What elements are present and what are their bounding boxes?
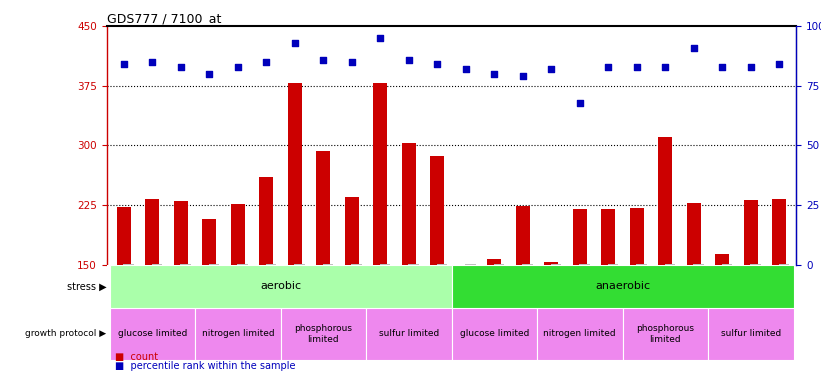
Bar [195,308,281,360]
Bar [487,259,502,265]
Point [146,59,159,65]
Text: glucose limited: glucose limited [460,330,529,339]
Point [516,74,530,80]
Text: GSM29912: GSM29912 [124,265,133,306]
Bar [658,138,672,265]
Text: GSM29934: GSM29934 [466,265,475,306]
Text: GSM29926: GSM29926 [323,265,333,306]
Bar [744,200,758,265]
Text: GSM29920: GSM29920 [209,265,218,306]
Bar [145,200,159,265]
Text: ■  count: ■ count [115,352,158,362]
Point [744,64,757,70]
Text: stress ▶: stress ▶ [67,281,106,291]
Text: anaerobic: anaerobic [595,281,650,291]
Text: growth protocol ▶: growth protocol ▶ [25,330,106,339]
Text: GDS777 / 7100_at: GDS777 / 7100_at [107,12,221,25]
Bar [287,84,302,265]
Text: GSM29921: GSM29921 [238,265,247,306]
Text: GSM29929: GSM29929 [380,265,389,306]
Bar [537,308,622,360]
Text: glucose limited: glucose limited [117,330,187,339]
Text: sulfur limited: sulfur limited [721,330,781,339]
Point [631,64,644,70]
Bar [686,202,701,265]
Bar [544,262,558,265]
Bar [316,151,330,265]
Point [203,71,216,77]
Point [288,40,301,46]
Bar [516,206,530,265]
Point [402,57,415,63]
Text: GSM29936: GSM29936 [494,265,503,306]
Text: GSM29948: GSM29948 [722,265,732,306]
Bar [708,308,794,360]
Text: GSM29949: GSM29949 [750,265,759,306]
Point [232,64,245,70]
Text: GSM29942: GSM29942 [608,265,617,306]
Point [602,64,615,70]
Point [459,66,472,72]
Text: sulfur limited: sulfur limited [378,330,439,339]
Text: GSM29937: GSM29937 [523,265,532,306]
Bar [630,208,644,265]
Point [687,45,700,51]
Point [488,71,501,77]
Text: GSM29943: GSM29943 [637,265,646,306]
Point [658,64,672,70]
Text: GSM29945: GSM29945 [665,265,674,306]
Text: GSM29940: GSM29940 [580,265,589,306]
Point [117,62,131,68]
Bar [345,197,359,265]
Bar [452,265,794,308]
Text: GSM29932: GSM29932 [438,265,447,306]
Text: nitrogen limited: nitrogen limited [201,330,274,339]
Text: nitrogen limited: nitrogen limited [544,330,616,339]
Text: GSM29939: GSM29939 [551,265,560,306]
Point [431,62,444,68]
Point [346,59,359,65]
Text: phosphorous
limited: phosphorous limited [636,324,695,344]
Text: GSM29922: GSM29922 [266,265,275,306]
Bar [452,308,537,360]
Bar [772,200,787,265]
Point [773,62,786,68]
Text: aerobic: aerobic [260,281,301,291]
Bar [174,201,188,265]
Point [174,64,187,70]
Point [716,64,729,70]
Bar [366,308,452,360]
Text: phosphorous
limited: phosphorous limited [294,324,352,344]
Text: GSM29924: GSM29924 [295,265,304,306]
Point [317,57,330,63]
Bar [430,156,444,265]
Bar [281,308,366,360]
Bar [202,219,217,265]
Bar [622,308,708,360]
Bar [117,207,131,265]
Text: ■  percentile rank within the sample: ■ percentile rank within the sample [115,361,296,371]
Bar [601,209,616,265]
Point [544,66,557,72]
Point [259,59,273,65]
Text: GSM29951: GSM29951 [779,265,788,306]
Bar [715,254,729,265]
Bar [459,265,473,266]
Text: GSM29946: GSM29946 [694,265,703,306]
Bar [231,204,245,265]
Bar [374,84,388,265]
Bar [109,308,195,360]
Point [374,35,387,41]
Point [573,99,586,105]
Bar [573,209,587,265]
Text: GSM29914: GSM29914 [153,265,161,306]
Bar [401,143,416,265]
Text: GSM29917: GSM29917 [181,265,190,306]
Text: GSM29930: GSM29930 [409,265,418,306]
Text: GSM29927: GSM29927 [352,265,360,306]
Bar [259,177,273,265]
Bar [109,265,452,308]
